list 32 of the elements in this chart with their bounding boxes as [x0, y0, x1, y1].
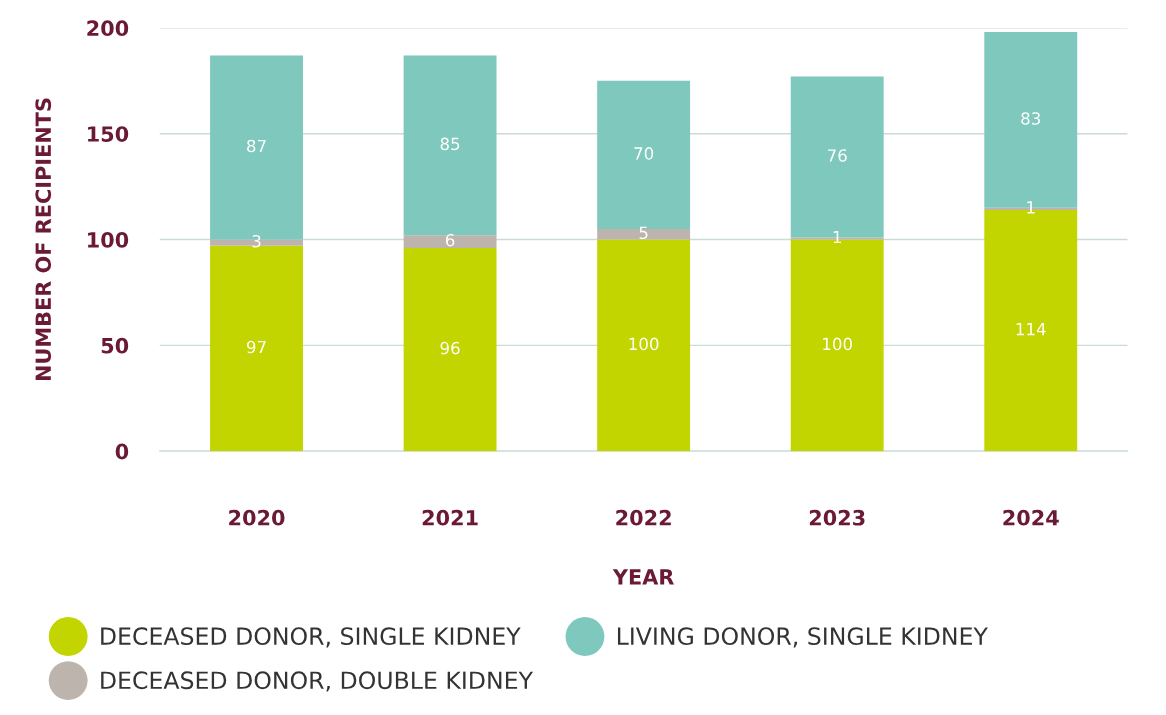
data-label: 87: [247, 139, 266, 153]
x-tick-label: 2021: [422, 509, 478, 526]
y-axis-title: NUMBER OF RECIPIENTS: [35, 98, 52, 381]
bar: [403, 235, 497, 248]
x-tick-label: 2023: [809, 509, 865, 526]
legend-label: DECEASED DONOR, SINGLE KIDNEY: [101, 627, 521, 648]
data-label: 96: [440, 341, 460, 355]
data-label: 100: [823, 337, 852, 351]
legend-label: LIVING DONOR, SINGLE KIDNEY: [617, 627, 988, 648]
data-label: 100: [629, 337, 659, 351]
bar: [597, 239, 691, 452]
data-label: 6: [445, 233, 455, 247]
x-tick-label: 2022: [616, 509, 671, 526]
data-label: 85: [440, 137, 460, 151]
y-tick-label: 0: [115, 443, 129, 460]
y-tick-label: 100: [88, 231, 129, 248]
x-axis-title: YEAR: [612, 569, 674, 585]
bar: [597, 228, 691, 240]
data-label: 83: [1021, 112, 1041, 125]
bar: [403, 55, 497, 236]
legend-label: DECEASED DONOR, DOUBLE KIDNEY: [101, 671, 534, 692]
x-tick-label: 2020: [229, 509, 285, 526]
y-tick-label: 150: [88, 126, 129, 142]
y-tick-label: 200: [87, 20, 129, 37]
bar: [403, 247, 497, 452]
data-label: 5: [639, 226, 648, 240]
data-label: 97: [246, 340, 266, 354]
data-label: 70: [634, 147, 654, 160]
data-label: 114: [1016, 322, 1046, 336]
x-tick-label: 2024: [1003, 509, 1059, 526]
y-tick-label: 50: [101, 337, 129, 354]
data-label: 76: [827, 149, 847, 162]
